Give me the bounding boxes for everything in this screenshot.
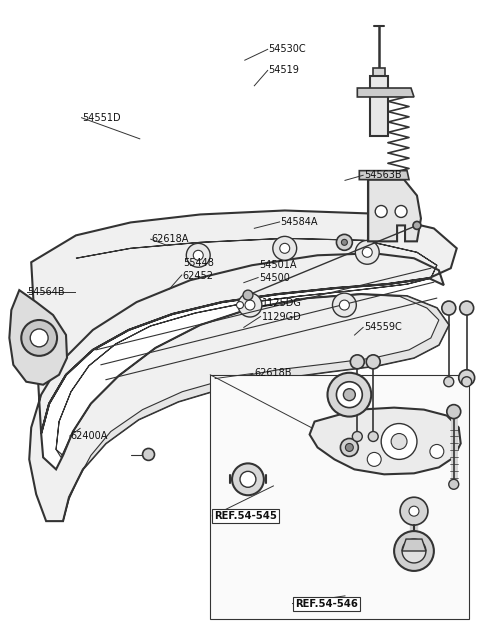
Text: 62618A: 62618A (152, 234, 189, 244)
Circle shape (391, 433, 407, 449)
Circle shape (333, 293, 356, 317)
Circle shape (444, 377, 454, 386)
Circle shape (327, 373, 371, 417)
Circle shape (447, 404, 461, 419)
Circle shape (280, 243, 290, 254)
Text: 54501A: 54501A (259, 260, 297, 270)
Polygon shape (29, 211, 457, 521)
Text: 54563B: 54563B (364, 170, 402, 180)
Text: 54519: 54519 (269, 65, 300, 75)
Circle shape (366, 355, 380, 369)
Circle shape (402, 539, 426, 563)
Circle shape (368, 431, 378, 442)
Text: 62400A: 62400A (71, 431, 108, 441)
Text: REF.54-546: REF.54-546 (295, 598, 358, 609)
Circle shape (394, 531, 434, 571)
Circle shape (449, 480, 459, 489)
Text: 54559C: 54559C (364, 322, 402, 333)
Circle shape (400, 498, 428, 525)
Circle shape (413, 221, 421, 229)
Text: 54530C: 54530C (269, 44, 306, 55)
Circle shape (409, 506, 419, 516)
Circle shape (381, 424, 417, 460)
Circle shape (355, 240, 379, 265)
Bar (210, 375, 468, 619)
Text: 54584A: 54584A (281, 217, 318, 227)
Circle shape (362, 247, 372, 257)
Circle shape (336, 382, 362, 408)
Circle shape (245, 300, 255, 310)
Circle shape (30, 329, 48, 347)
Circle shape (273, 236, 297, 260)
Circle shape (367, 453, 381, 466)
Text: REF.54-545: REF.54-545 (214, 511, 276, 521)
Circle shape (240, 471, 256, 487)
Circle shape (375, 205, 387, 218)
Circle shape (430, 444, 444, 458)
Bar (370, 76, 388, 136)
Polygon shape (9, 290, 67, 385)
Circle shape (193, 250, 203, 260)
Circle shape (339, 300, 349, 310)
Circle shape (243, 290, 253, 300)
Polygon shape (357, 88, 414, 97)
Text: 1129GD: 1129GD (262, 311, 301, 322)
Circle shape (336, 234, 352, 250)
Text: 54564B: 54564B (28, 287, 65, 297)
Bar (368, 180, 390, 241)
Circle shape (442, 301, 456, 315)
Circle shape (340, 438, 358, 456)
Text: 1125DG: 1125DG (262, 298, 301, 308)
Bar (373, 68, 385, 76)
Circle shape (460, 301, 474, 315)
Circle shape (21, 320, 57, 356)
Circle shape (352, 431, 362, 442)
Text: 54500: 54500 (259, 273, 290, 282)
Text: 62618B: 62618B (254, 369, 292, 378)
Circle shape (237, 302, 243, 309)
Circle shape (238, 293, 262, 317)
Circle shape (143, 449, 155, 460)
Circle shape (462, 377, 472, 386)
Circle shape (459, 370, 475, 386)
Circle shape (350, 355, 364, 369)
Circle shape (346, 444, 353, 451)
Polygon shape (402, 539, 426, 551)
Polygon shape (310, 408, 461, 474)
Text: 62452: 62452 (183, 272, 214, 281)
Polygon shape (360, 171, 409, 180)
Circle shape (343, 388, 355, 401)
Circle shape (186, 243, 210, 267)
Circle shape (341, 239, 348, 245)
Circle shape (395, 205, 407, 218)
Text: 54551D: 54551D (83, 113, 121, 123)
Polygon shape (368, 180, 421, 241)
Polygon shape (56, 238, 449, 521)
Circle shape (232, 464, 264, 495)
Text: 55448: 55448 (183, 259, 214, 268)
